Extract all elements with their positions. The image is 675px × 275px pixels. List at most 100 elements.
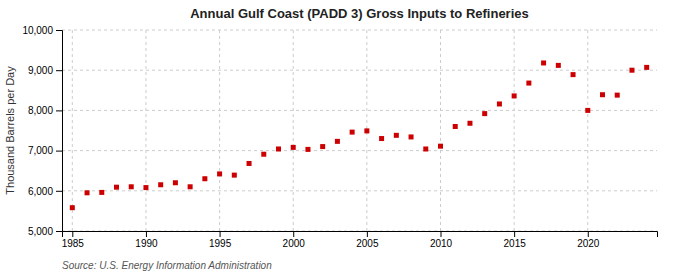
tick-label: 7,000 bbox=[28, 145, 53, 156]
point bbox=[585, 108, 590, 113]
grid-line bbox=[62, 70, 657, 71]
grid-line bbox=[219, 30, 220, 231]
title: Annual Gulf Coast (PADD 3) Gross Inputs … bbox=[190, 6, 529, 21]
point bbox=[600, 92, 605, 97]
tick-mark bbox=[56, 110, 62, 111]
point bbox=[644, 65, 649, 70]
chart: 1985 1990 1995 2000 2005 2010 2015 2020 5,000 6,0… bbox=[0, 0, 675, 275]
point bbox=[335, 139, 340, 144]
tick-label: 5,000 bbox=[28, 226, 53, 237]
point bbox=[467, 121, 472, 126]
tick-mark bbox=[56, 30, 62, 31]
tick-label: 2010 bbox=[430, 238, 453, 249]
point bbox=[114, 185, 119, 190]
point bbox=[423, 146, 428, 151]
tick-label: 2005 bbox=[356, 238, 379, 249]
grid-line bbox=[62, 110, 657, 111]
grid-line bbox=[62, 190, 657, 191]
grid-line bbox=[293, 30, 294, 231]
tick: 1990 bbox=[135, 231, 158, 249]
x-axis: 1985 1990 1995 2000 2005 2010 2015 2020 bbox=[62, 231, 658, 249]
tick-mark bbox=[588, 231, 589, 237]
tick-mark bbox=[293, 231, 294, 237]
point bbox=[438, 144, 443, 149]
grid-line bbox=[587, 30, 588, 231]
tick-label: 10,000 bbox=[22, 25, 53, 36]
point bbox=[629, 68, 634, 73]
point bbox=[305, 147, 310, 152]
tick-mark bbox=[56, 151, 62, 152]
tick-mark bbox=[56, 231, 62, 232]
tick-label: 9,000 bbox=[28, 65, 53, 76]
point bbox=[143, 185, 148, 190]
point bbox=[70, 205, 75, 210]
grid-line bbox=[440, 30, 441, 231]
point bbox=[261, 152, 266, 157]
point bbox=[158, 182, 163, 187]
grid-line bbox=[62, 150, 657, 151]
tick: 2000 bbox=[283, 231, 306, 249]
point bbox=[129, 184, 134, 189]
point bbox=[291, 145, 296, 150]
point bbox=[409, 134, 414, 139]
point bbox=[482, 111, 487, 116]
axis-line bbox=[56, 31, 63, 232]
grid-line bbox=[72, 30, 73, 231]
tick: 6,000 bbox=[28, 186, 62, 197]
tick: 9,000 bbox=[28, 65, 62, 76]
marks bbox=[70, 60, 649, 210]
tick: 7,000 bbox=[28, 145, 62, 156]
point bbox=[497, 101, 502, 106]
point bbox=[364, 128, 369, 133]
point bbox=[173, 180, 178, 185]
tick: 10,000 bbox=[22, 25, 62, 36]
tick: 5,000 bbox=[28, 226, 62, 237]
tick-label: 2015 bbox=[504, 238, 527, 249]
grid-line bbox=[145, 30, 146, 231]
point bbox=[247, 161, 252, 166]
tick-label: 2000 bbox=[283, 238, 306, 249]
point bbox=[99, 190, 104, 195]
tick-label: 2020 bbox=[577, 238, 600, 249]
point bbox=[394, 133, 399, 138]
point bbox=[453, 124, 458, 129]
grid-line bbox=[62, 30, 657, 31]
point bbox=[85, 190, 90, 195]
point bbox=[232, 173, 237, 178]
tick-label: 1990 bbox=[135, 238, 158, 249]
y-axis: 5,000 6,000 7,000 8,000 9,000 10,000 bbox=[22, 25, 62, 237]
tick-label: 6,000 bbox=[28, 186, 53, 197]
tick-mark bbox=[56, 70, 62, 71]
point bbox=[615, 93, 620, 98]
tick-label: 1985 bbox=[62, 238, 85, 249]
tick-mark bbox=[146, 231, 147, 237]
tick-mark bbox=[441, 231, 442, 237]
tick-mark bbox=[56, 191, 62, 192]
tick: 2005 bbox=[356, 231, 379, 249]
point bbox=[202, 176, 207, 181]
tick: 1995 bbox=[209, 231, 232, 249]
plot: 1985 1990 1995 2000 2005 2010 2015 2020 5,000 6,0… bbox=[22, 25, 657, 249]
point bbox=[350, 130, 355, 135]
tick-label: 8,000 bbox=[28, 105, 53, 116]
point bbox=[217, 171, 222, 176]
grid bbox=[62, 30, 657, 231]
tick: 2015 bbox=[504, 231, 527, 249]
point bbox=[556, 63, 561, 68]
tick-mark bbox=[514, 231, 515, 237]
tick-mark bbox=[367, 231, 368, 237]
tick-mark bbox=[72, 231, 73, 237]
tick-label: 1995 bbox=[209, 238, 232, 249]
tick: 2020 bbox=[577, 231, 600, 249]
axis-line bbox=[63, 232, 658, 238]
point bbox=[571, 72, 576, 77]
tick-mark bbox=[220, 231, 221, 237]
y-axis-title: Thousand Barrels per Day bbox=[4, 66, 16, 195]
point bbox=[276, 146, 281, 151]
tick: 1985 bbox=[62, 231, 85, 249]
point bbox=[379, 136, 384, 141]
point bbox=[541, 60, 546, 65]
point bbox=[188, 184, 193, 189]
tick: 8,000 bbox=[28, 105, 62, 116]
tick: 2010 bbox=[430, 231, 453, 249]
